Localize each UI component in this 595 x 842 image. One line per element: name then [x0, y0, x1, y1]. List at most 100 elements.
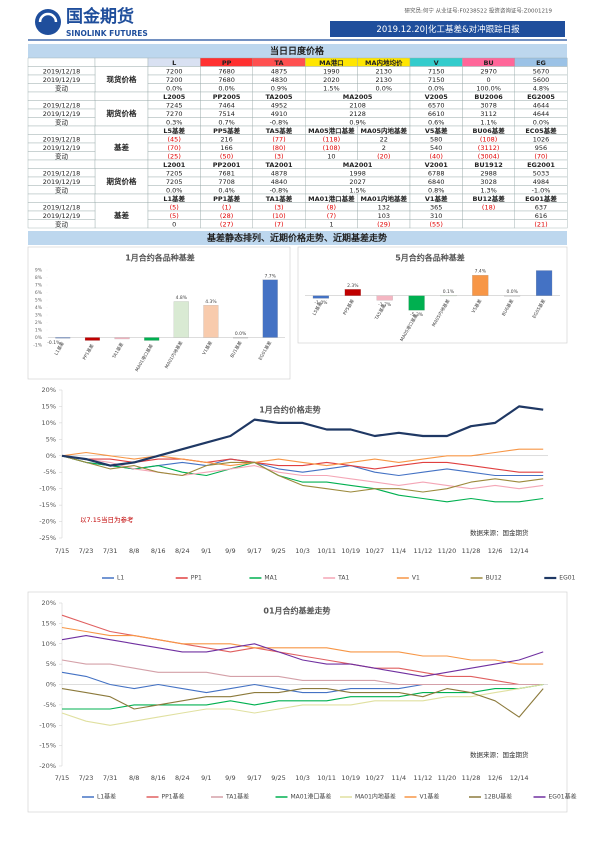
x-tick-label: 7/15 — [55, 547, 70, 555]
table-text: 7708 — [218, 178, 235, 186]
table-text: MA内地均价 — [365, 58, 403, 67]
x-tick-label: MA01港口基差 — [133, 342, 155, 373]
table-text: TA5基差 — [266, 126, 293, 135]
table-text: (29) — [377, 220, 390, 228]
table-text: 4878 — [271, 169, 288, 177]
table-text: 1990 — [323, 67, 340, 75]
x-tick-label: TA1基差 — [110, 341, 125, 361]
company-en: SINOLINK FUTURES — [66, 29, 148, 38]
data-label: 0.0% — [235, 331, 247, 337]
table-text: (7) — [274, 220, 283, 228]
x-tick-label: 11/12 — [414, 547, 433, 555]
table-text: -0.8% — [270, 186, 289, 194]
x-tick-label: 11/4 — [392, 547, 407, 555]
table-text: 0.0% — [218, 84, 235, 92]
table-cell — [27, 193, 96, 203]
legend-label: V1基差 — [420, 793, 440, 801]
company-name: 国金期货 — [66, 6, 134, 27]
table-text: L — [172, 59, 176, 67]
y-tick-label: 20% — [42, 599, 56, 607]
table-text: 4644 — [533, 101, 550, 109]
bar — [114, 337, 130, 340]
chart-title: 1月合约各品种基差 — [125, 253, 195, 263]
analyst: 研究员:何宁 从业证号:F0238522 投资咨询证号:Z0001219 — [405, 7, 553, 15]
table-text: 4644 — [533, 110, 550, 118]
table-text: 7200 — [166, 76, 183, 84]
table-text: 1.5% — [349, 186, 366, 194]
table-text: 4952 — [271, 101, 288, 109]
table-text: TA2001 — [265, 161, 293, 169]
table-text: BU1912 — [474, 161, 502, 169]
table-text: 365 — [430, 203, 442, 211]
table-text: (27) — [220, 220, 233, 228]
x-tick-label: BU6基差 — [500, 297, 515, 317]
legend-label: L1基差 — [97, 793, 116, 801]
data-label: -5.3% — [410, 312, 424, 318]
table-text: 1 — [329, 220, 333, 228]
table-text: L5基差 — [163, 126, 185, 135]
table-text: (70) — [534, 152, 547, 160]
y-tick-label: -10% — [39, 721, 56, 729]
data-label: -0.1% — [47, 340, 61, 346]
table-text: 2 — [382, 144, 386, 152]
x-tick-label: 10/27 — [365, 774, 384, 782]
x-tick-label: 10/11 — [317, 774, 336, 782]
table-text: (77) — [272, 135, 285, 143]
table-text: 2019/12/18 — [43, 135, 80, 143]
table-text: (5) — [170, 203, 179, 211]
table-text: -1.0% — [532, 186, 551, 194]
y-tick-label: 10% — [42, 419, 56, 427]
table-text: (40) — [430, 152, 443, 160]
section-title: 当日日度价格 — [270, 45, 325, 57]
chart-frame — [27, 246, 291, 380]
table-text: 22 — [380, 135, 388, 143]
table-text: V2001 — [425, 161, 449, 169]
table-text: 2019/12/19 — [43, 178, 80, 186]
y-tick-label: -5% — [43, 468, 56, 476]
table-text: 132 — [378, 203, 390, 211]
table-text: 956 — [535, 144, 547, 152]
table-text: EG2001 — [527, 161, 555, 169]
chart-title: 1月合约价格走势 — [259, 405, 321, 415]
table-text: 0.0% — [376, 84, 393, 92]
x-tick-label: 12/6 — [488, 547, 503, 555]
table-text: (45) — [168, 135, 181, 143]
bar — [408, 295, 425, 311]
table-text: 2019/12/18 — [43, 169, 80, 177]
x-tick-label: 10/3 — [295, 547, 310, 555]
table-text: 2020 — [323, 76, 340, 84]
x-tick-label: 10/3 — [295, 774, 310, 782]
table-text: 2130 — [376, 67, 393, 75]
report-bar — [330, 21, 565, 37]
table-text: 期货价格 — [107, 176, 137, 186]
bar — [173, 301, 189, 338]
table-text: 103 — [378, 212, 390, 220]
y-tick-label: 15% — [42, 402, 56, 410]
bar — [84, 337, 100, 341]
chart-title: 01月合约基差走势 — [263, 606, 330, 616]
y-tick-label: 5% — [35, 298, 43, 304]
x-tick-label: 7/15 — [55, 774, 70, 782]
table-cell — [27, 125, 96, 135]
table-text: EG — [536, 59, 546, 67]
table-text: 6570 — [428, 101, 445, 109]
table-text: 1.1% — [480, 118, 497, 126]
bar — [376, 295, 393, 301]
table-text: PP2001 — [213, 161, 241, 169]
y-tick-label: 0% — [35, 335, 43, 341]
table-text: 期货价格 — [107, 108, 137, 118]
x-tick-label: 9/9 — [225, 547, 235, 555]
table-text: 0.8% — [428, 186, 445, 194]
table-text: MA01内地基差 — [361, 194, 408, 203]
table-text: 7200 — [166, 67, 183, 75]
table-cell — [462, 219, 515, 229]
table-text: 2108 — [349, 101, 366, 109]
table-text: (70) — [168, 144, 181, 152]
table-text: TA — [275, 59, 284, 67]
x-tick-label: 9/25 — [271, 547, 286, 555]
table-text: MA05内地基差 — [361, 126, 408, 135]
table-cell — [94, 193, 149, 203]
x-tick-label: 10/19 — [341, 547, 360, 555]
x-tick-label: 12/6 — [488, 774, 503, 782]
y-tick-label: 10% — [42, 640, 56, 648]
